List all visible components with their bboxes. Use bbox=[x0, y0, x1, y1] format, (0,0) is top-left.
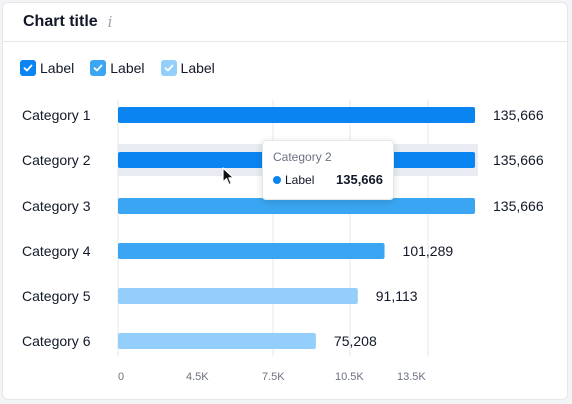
tooltip-series-label: Label bbox=[285, 173, 314, 187]
category-label-1: Category 1 bbox=[22, 107, 91, 123]
bar-6 bbox=[118, 333, 316, 349]
value-label-2: 135,666 bbox=[493, 152, 544, 168]
tooltip-title: Category 2 bbox=[273, 150, 383, 164]
x-tick-label: 7.5K bbox=[262, 371, 285, 383]
bar-1 bbox=[118, 107, 475, 123]
category-label-4: Category 4 bbox=[22, 243, 91, 259]
tooltip-value: 135,666 bbox=[336, 172, 383, 187]
bar-4 bbox=[118, 243, 385, 259]
category-label-3: Category 3 bbox=[22, 198, 91, 214]
x-tick-label: 4.5K bbox=[186, 371, 209, 383]
tooltip-series-dot bbox=[273, 176, 281, 184]
mouse-cursor-icon bbox=[222, 167, 236, 187]
value-label-1: 135,666 bbox=[493, 107, 544, 123]
chart-tooltip: Category 2 Label 135,666 bbox=[262, 140, 394, 200]
bar-3 bbox=[118, 198, 475, 214]
category-label-6: Category 6 bbox=[22, 333, 91, 349]
x-tick-label: 10.5K bbox=[335, 371, 364, 383]
value-label-3: 135,666 bbox=[493, 198, 544, 214]
x-tick-label: 0 bbox=[118, 371, 124, 383]
x-tick-label: 13.5K bbox=[397, 371, 426, 383]
category-label-2: Category 2 bbox=[22, 152, 91, 168]
tooltip-row: Label 135,666 bbox=[273, 172, 383, 187]
bar-5 bbox=[118, 288, 358, 304]
category-label-5: Category 5 bbox=[22, 288, 91, 304]
value-label-5: 91,113 bbox=[376, 288, 418, 304]
value-label-4: 101,289 bbox=[403, 243, 454, 259]
value-label-6: 75,208 bbox=[334, 333, 377, 349]
